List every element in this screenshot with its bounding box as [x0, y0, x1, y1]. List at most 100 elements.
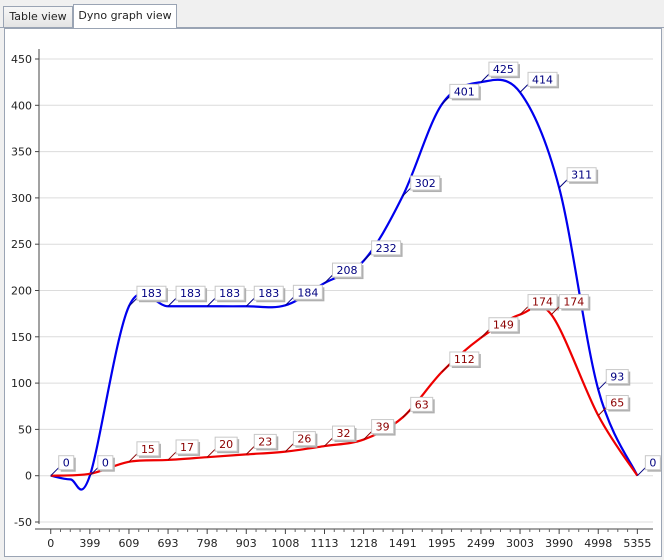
data-label: 183: [141, 287, 162, 300]
data-label: 65: [610, 397, 624, 410]
data-label-leader: [480, 73, 490, 83]
data-label: 183: [258, 287, 279, 300]
dyno-chart-panel: -50 0 50 100 150 200 250 300 350 400 450 0 399 609 693…: [4, 28, 663, 557]
data-label-leader: [285, 443, 294, 452]
data-label-box: [566, 167, 597, 183]
data-label-leader: [167, 297, 177, 307]
tab-table-view[interactable]: Table view: [3, 6, 73, 27]
data-label: 208: [336, 264, 357, 277]
y-tick-label: 350: [11, 146, 32, 159]
data-label: 174: [532, 296, 553, 309]
data-label-box: [175, 439, 199, 455]
data-label-leader: [285, 296, 294, 306]
data-label-box: [410, 175, 441, 191]
x-tick-label: 1113: [310, 537, 338, 550]
x-tick-label: 0: [47, 537, 54, 550]
data-label-leader: [597, 407, 607, 416]
x-tick-label: 1218: [350, 537, 378, 550]
data-label: 15: [141, 443, 155, 456]
data-label-leader: [480, 329, 490, 339]
x-tick-label: 4998: [584, 537, 612, 550]
x-tick-label: 1008: [271, 537, 299, 550]
y-tick-label: 150: [11, 331, 32, 344]
y-tick-label: 400: [11, 99, 32, 112]
data-label-leader: [402, 187, 412, 197]
data-label-leader: [637, 467, 646, 477]
data-label-leader: [50, 467, 60, 477]
y-tick-label: 0: [25, 470, 32, 483]
data-label-box: [253, 285, 284, 301]
data-label: 401: [454, 85, 475, 98]
data-label: 183: [180, 287, 201, 300]
x-tick-label: 693: [158, 537, 179, 550]
data-label-leader: [402, 409, 412, 418]
tab-dyno-graph-view[interactable]: Dyno graph view: [73, 4, 177, 28]
data-label-box: [449, 351, 480, 367]
data-label-box: [331, 425, 355, 441]
y-tick-label: 300: [11, 192, 32, 205]
data-label-leader: [441, 96, 451, 105]
y-tick-label: -50: [14, 516, 32, 529]
data-label-box: [644, 455, 661, 471]
data-label-box: [410, 396, 434, 412]
data-label-box: [488, 61, 519, 77]
data-label: 0: [102, 457, 109, 470]
data-label-leader: [245, 446, 255, 455]
data-label-leader: [128, 297, 138, 307]
y-tick-label: 200: [11, 285, 32, 298]
data-label-box: [527, 294, 558, 310]
data-label-leader: [128, 453, 138, 463]
series-line-2: [50, 305, 639, 477]
x-tick-label: 1491: [389, 537, 417, 550]
data-label-leader: [519, 83, 529, 93]
tab-strip: Table view Dyno graph view: [0, 0, 664, 28]
y-tick-label: 250: [11, 238, 32, 251]
data-label-leader: [324, 437, 333, 447]
data-label-leader: [206, 297, 216, 307]
data-label: 311: [571, 169, 592, 182]
data-label-leader: [89, 467, 99, 477]
data-label-leader: [550, 306, 560, 315]
data-label-box: [292, 284, 323, 300]
data-label: 183: [219, 287, 240, 300]
data-label-box: [371, 419, 395, 435]
data-label-leader: [363, 431, 372, 440]
data-label-box: [253, 433, 277, 449]
data-label-box: [214, 285, 245, 301]
y-tick-label: 100: [11, 377, 32, 390]
data-label: 184: [297, 286, 318, 299]
data-label: 149: [493, 319, 514, 332]
data-label-leader: [324, 274, 333, 284]
data-label-leader: [245, 297, 255, 307]
x-tick-label: 2499: [467, 537, 495, 550]
data-label: 39: [376, 421, 390, 434]
data-label-box: [136, 285, 167, 301]
data-label-box: [214, 436, 238, 452]
x-tick-label: 609: [118, 537, 139, 550]
data-label: 26: [297, 433, 311, 446]
data-label-box: [605, 369, 629, 385]
tab-strip-border: [0, 27, 664, 28]
data-label: 63: [415, 398, 429, 411]
data-label: 23: [258, 435, 272, 448]
data-label: 93: [610, 371, 624, 384]
data-label: 174: [563, 296, 584, 309]
data-label-box: [449, 83, 480, 99]
data-label-box: [58, 455, 75, 471]
x-tick-label: 5355: [623, 537, 651, 550]
data-label-box: [558, 294, 589, 310]
data-label: 32: [336, 427, 350, 440]
data-label: 0: [649, 457, 656, 470]
data-label: 112: [454, 353, 475, 366]
data-label-box: [292, 431, 316, 447]
data-label-box: [527, 71, 558, 87]
y-tick-label: 50: [18, 423, 32, 436]
data-label: 17: [180, 441, 194, 454]
data-label: 302: [415, 177, 436, 190]
x-tick-label: 798: [197, 537, 218, 550]
y-tick-label: 450: [11, 53, 32, 66]
data-label-leader: [441, 363, 451, 373]
data-label-box: [331, 262, 362, 278]
data-label-box: [175, 285, 206, 301]
